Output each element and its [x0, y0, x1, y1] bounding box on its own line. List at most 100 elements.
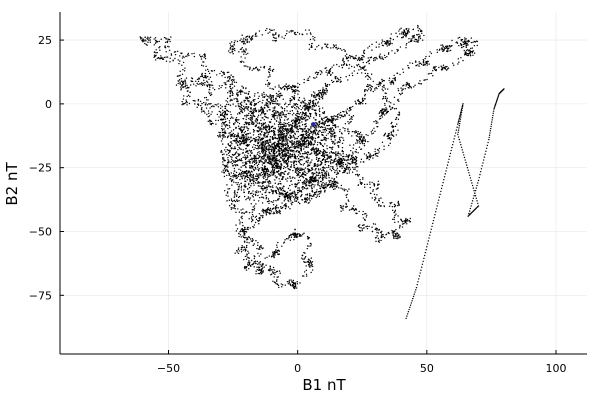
trajectory-point — [154, 59, 157, 61]
trajectory-point — [308, 198, 311, 200]
trajectory-point — [307, 119, 309, 121]
trajectory-point — [284, 197, 286, 199]
trajectory-point — [287, 152, 290, 154]
trajectory-point — [256, 161, 258, 164]
trajectory-point — [229, 151, 231, 153]
trajectory-point — [374, 223, 377, 225]
trajectory-point — [323, 183, 326, 185]
trajectory-point — [388, 40, 390, 42]
trajectory-point — [386, 42, 389, 44]
trajectory-point — [261, 145, 263, 147]
trajectory-point — [181, 57, 184, 59]
trajectory-point — [273, 276, 275, 278]
trajectory-point — [351, 72, 353, 74]
trajectory-point — [197, 80, 200, 83]
trajectory-point — [306, 199, 309, 201]
trajectory-point — [353, 130, 355, 133]
trajectory-point — [261, 182, 264, 185]
trajectory-point — [207, 120, 209, 123]
trajectory-point — [358, 58, 360, 60]
trajectory-point — [233, 79, 235, 82]
trajectory-point — [200, 64, 203, 67]
trajectory-point — [362, 217, 365, 219]
trajectory-point — [373, 120, 375, 123]
trajectory-point — [242, 87, 244, 89]
trajectory-point — [156, 41, 158, 43]
trajectory-point — [344, 130, 346, 132]
trajectory-point — [166, 56, 169, 58]
trajectory-point — [319, 150, 322, 152]
trajectory-point — [246, 239, 248, 241]
trajectory-point — [386, 100, 388, 102]
trajectory-point — [347, 156, 350, 159]
trajectory-point — [386, 111, 388, 114]
trajectory-point — [361, 229, 363, 232]
trajectory-point — [324, 167, 326, 169]
trajectory-point — [197, 103, 199, 106]
trajectory-point — [382, 235, 384, 238]
trajectory-point — [381, 114, 383, 116]
trajectory-point — [260, 246, 262, 248]
trajectory-point — [246, 155, 248, 157]
trajectory-point — [226, 71, 229, 74]
trajectory-point — [287, 283, 289, 285]
trajectory-point — [325, 87, 327, 90]
trajectory-point — [320, 122, 322, 124]
trajectory-point — [295, 195, 297, 198]
trajectory-point — [229, 83, 232, 86]
trajectory-point — [253, 161, 256, 164]
trajectory-point — [280, 283, 282, 285]
trajectory-point — [230, 79, 233, 81]
trajectory-point — [228, 205, 231, 207]
trajectory-point — [254, 216, 257, 218]
trajectory-point — [236, 164, 238, 166]
trajectory-point — [303, 258, 306, 260]
trajectory-point — [399, 73, 401, 76]
trajectory-point — [372, 189, 374, 191]
trajectory-point — [311, 42, 313, 45]
trajectory-point — [310, 153, 312, 155]
trajectory-point — [263, 181, 266, 183]
trajectory-point — [270, 130, 273, 132]
trajectory-point — [254, 93, 256, 95]
trajectory-point — [245, 269, 248, 271]
trajectory-point — [377, 183, 379, 185]
trajectory-point — [246, 211, 248, 213]
trajectory-point — [320, 186, 322, 188]
trajectory-point — [340, 64, 343, 66]
trajectory-point — [376, 126, 379, 128]
trajectory-point — [291, 119, 293, 121]
trajectory-point — [285, 32, 288, 35]
trajectory-point — [408, 41, 410, 44]
trajectory-point — [311, 130, 313, 133]
trajectory-point — [282, 127, 285, 130]
trajectory-point — [414, 84, 416, 86]
trajectory-point — [430, 52, 433, 55]
trajectory-point — [401, 88, 404, 90]
trajectory-point — [312, 77, 315, 79]
trajectory-point — [250, 259, 253, 262]
trajectory-point — [247, 66, 249, 68]
trajectory-point — [279, 122, 281, 124]
trajectory-point — [233, 199, 236, 202]
trajectory-point — [237, 132, 239, 134]
trajectory-point — [433, 68, 436, 70]
trajectory-point — [264, 144, 266, 146]
trajectory-point — [309, 266, 311, 268]
trajectory-point — [418, 82, 420, 85]
trajectory-point — [351, 207, 354, 209]
trajectory-point — [270, 154, 272, 157]
trajectory-point — [376, 229, 378, 231]
trajectory-point — [334, 180, 337, 183]
trajectory-point — [304, 201, 306, 203]
trajectory-point — [217, 136, 220, 138]
trajectory-point — [278, 148, 281, 150]
trajectory-point — [317, 149, 320, 151]
trajectory-point — [404, 32, 407, 35]
trajectory-point — [254, 35, 257, 37]
trajectory-point — [262, 216, 264, 219]
trajectory-point — [311, 172, 313, 175]
trajectory-point — [288, 31, 290, 33]
trajectory-point — [273, 144, 276, 146]
trajectory-point — [219, 113, 222, 116]
